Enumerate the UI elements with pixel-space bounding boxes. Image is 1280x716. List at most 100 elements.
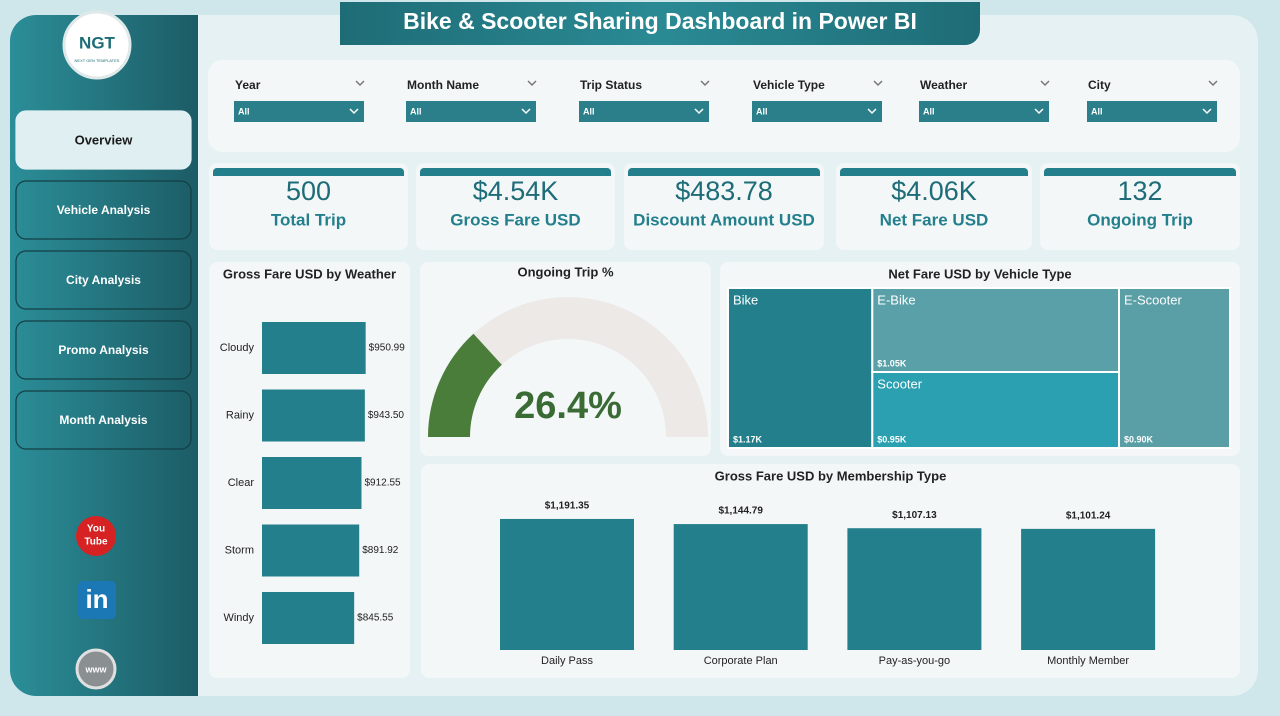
filter-dropdown[interactable] xyxy=(1087,101,1217,122)
kpi-strip xyxy=(628,168,820,176)
category-label: Clear xyxy=(228,477,255,489)
filter-dropdown[interactable] xyxy=(234,101,364,122)
bar xyxy=(262,322,366,374)
treemap-tile xyxy=(727,287,874,449)
filter-dropdown[interactable] xyxy=(919,101,1049,122)
sidebar xyxy=(10,15,198,696)
filter-value: All xyxy=(583,106,595,116)
treemap-tile xyxy=(1117,287,1232,449)
kpi-label: Gross Fare USD xyxy=(450,210,580,229)
kpi-card xyxy=(624,163,824,250)
filter-value: All xyxy=(756,106,768,116)
tile-value: $0.90K xyxy=(1124,434,1154,444)
category-label: Corporate Plan xyxy=(704,655,778,667)
youtube-icon[interactable] xyxy=(76,516,116,556)
category-label: Cloudy xyxy=(220,342,255,354)
value-label: $1,191.35 xyxy=(545,501,590,512)
filter-dropdown[interactable] xyxy=(752,101,882,122)
tile-label: E-Scooter xyxy=(1124,292,1182,307)
filter-label: Year xyxy=(235,78,261,92)
nav-button[interactable] xyxy=(15,320,192,380)
kpi-card xyxy=(416,163,615,250)
kpi-value: $483.78 xyxy=(675,176,773,206)
category-label: Rainy xyxy=(226,409,255,421)
nav-label: Month Analysis xyxy=(59,413,148,427)
nav-label: Vehicle Analysis xyxy=(57,203,151,217)
filter-dropdown[interactable] xyxy=(579,101,709,122)
nav-button[interactable] xyxy=(15,110,192,170)
web-text: www xyxy=(84,664,107,674)
value-label: $1,107.13 xyxy=(892,510,937,521)
value-label: $845.55 xyxy=(357,613,394,624)
gauge-track xyxy=(428,297,708,437)
web-icon[interactable] xyxy=(75,648,117,690)
category-label: Daily Pass xyxy=(541,655,593,667)
header-bar xyxy=(340,2,980,45)
filter-chevron xyxy=(873,80,883,87)
bar xyxy=(500,518,634,650)
linkedin-text: in xyxy=(85,584,108,614)
filter-label: City xyxy=(1088,78,1111,92)
filter-value: All xyxy=(410,106,422,116)
bar xyxy=(262,389,365,442)
category-label: Storm xyxy=(225,544,254,556)
filter-chevron xyxy=(527,80,537,87)
page-title: Bike & Scooter Sharing Dashboard in Powe… xyxy=(403,8,917,34)
filter-chevron xyxy=(355,80,365,87)
nav-button[interactable] xyxy=(15,250,192,310)
gauge-value: 26.4% xyxy=(514,385,622,427)
chart-title: Net Fare USD by Vehicle Type xyxy=(888,266,1071,281)
kpi-label: Discount Amount USD xyxy=(633,210,815,229)
treemap-tile xyxy=(871,371,1120,449)
kpi-value: $4.54K xyxy=(473,176,559,206)
filter-label: Month Name xyxy=(407,78,479,92)
logo-subtext: NEXT GEN TEMPLATES xyxy=(75,58,120,63)
bar xyxy=(262,524,360,577)
nav-label: Overview xyxy=(75,132,134,147)
dropdown-chevron xyxy=(521,108,531,115)
nav-button[interactable] xyxy=(15,180,192,240)
dropdown-chevron xyxy=(1034,108,1044,115)
nav-label: Promo Analysis xyxy=(58,343,149,357)
filter-chevron xyxy=(1208,80,1218,87)
bar xyxy=(1021,528,1156,650)
value-label: $950.99 xyxy=(369,343,406,354)
tile-label: Bike xyxy=(733,292,758,307)
kpi-value: 132 xyxy=(1117,176,1162,206)
value-label: $912.55 xyxy=(364,478,401,489)
category-label: Monthly Member xyxy=(1047,655,1129,667)
chart-panel xyxy=(420,262,711,456)
value-label: $943.50 xyxy=(368,410,405,421)
tile-value: $1.17K xyxy=(733,434,763,444)
filter-panel xyxy=(208,60,1240,152)
dropdown-chevron xyxy=(694,108,704,115)
value-label: $891.92 xyxy=(362,545,399,556)
kpi-card xyxy=(209,163,408,250)
kpi-strip xyxy=(1044,168,1236,176)
bar xyxy=(847,528,982,650)
dropdown-chevron xyxy=(349,108,359,115)
tile-value: $1.05K xyxy=(877,358,907,368)
kpi-card xyxy=(836,163,1032,250)
category-label: Windy xyxy=(223,612,254,624)
dropdown-chevron xyxy=(867,108,877,115)
filter-label: Vehicle Type xyxy=(753,78,825,92)
treemap-tile xyxy=(871,287,1120,373)
linkedin-icon[interactable] xyxy=(78,581,116,619)
tile-label: Scooter xyxy=(877,376,922,391)
kpi-label: Net Fare USD xyxy=(880,210,989,229)
kpi-strip xyxy=(840,168,1028,176)
filter-chevron xyxy=(1040,80,1050,87)
kpi-strip xyxy=(213,168,404,176)
filter-dropdown[interactable] xyxy=(406,101,536,122)
chart-title: Gross Fare USD by Membership Type xyxy=(715,468,947,483)
gauge-fill xyxy=(428,333,502,437)
filter-value: All xyxy=(238,106,250,116)
chart-title: Gross Fare USD by Weather xyxy=(223,266,396,281)
value-label: $1,101.24 xyxy=(1066,511,1111,522)
nav-button[interactable] xyxy=(15,390,192,450)
filter-chevron xyxy=(700,80,710,87)
kpi-value: 500 xyxy=(286,176,331,206)
